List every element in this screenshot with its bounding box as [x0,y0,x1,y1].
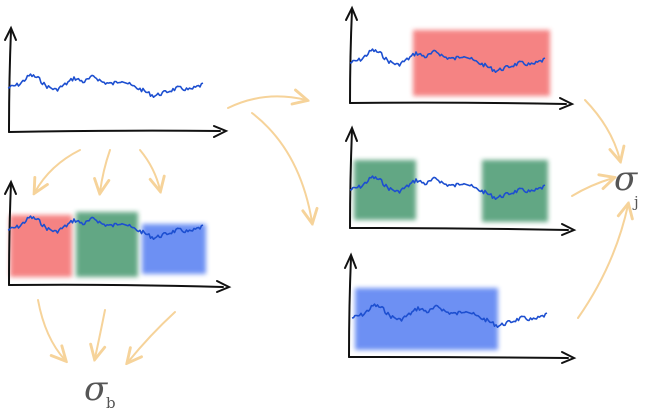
sigma-j-symbol: σ [614,159,638,199]
block-green [354,160,416,220]
panel-blocks [4,179,232,293]
arrow [100,149,111,192]
arrow [577,205,628,319]
panel-resample-2 [345,125,577,236]
panel-resample-3 [344,252,577,364]
arrow [35,149,81,192]
arrow [251,112,312,222]
axes [345,5,575,110]
sigma-b-subscript: b [106,394,116,412]
block-green [76,212,138,277]
arrow [571,178,613,197]
arrow [227,96,306,109]
panel-resample-1 [345,5,575,110]
arrow [37,299,65,360]
sigma-b-symbol: σ [84,369,108,409]
arrow [139,149,160,190]
axes [4,25,229,138]
time-series-line [351,303,548,328]
axes [345,125,577,236]
time-series-line [7,73,204,98]
axes [344,252,577,364]
sigma-j-subscript: j [632,193,639,211]
arrow [95,309,105,358]
panel-original [4,25,229,138]
axes [4,179,232,293]
arrow [584,99,620,160]
block-blue [355,288,498,350]
time-series-line [349,175,546,200]
arrows [35,96,628,362]
time-series-line [349,48,546,73]
arrow [128,311,176,362]
time-series-line [7,215,204,240]
